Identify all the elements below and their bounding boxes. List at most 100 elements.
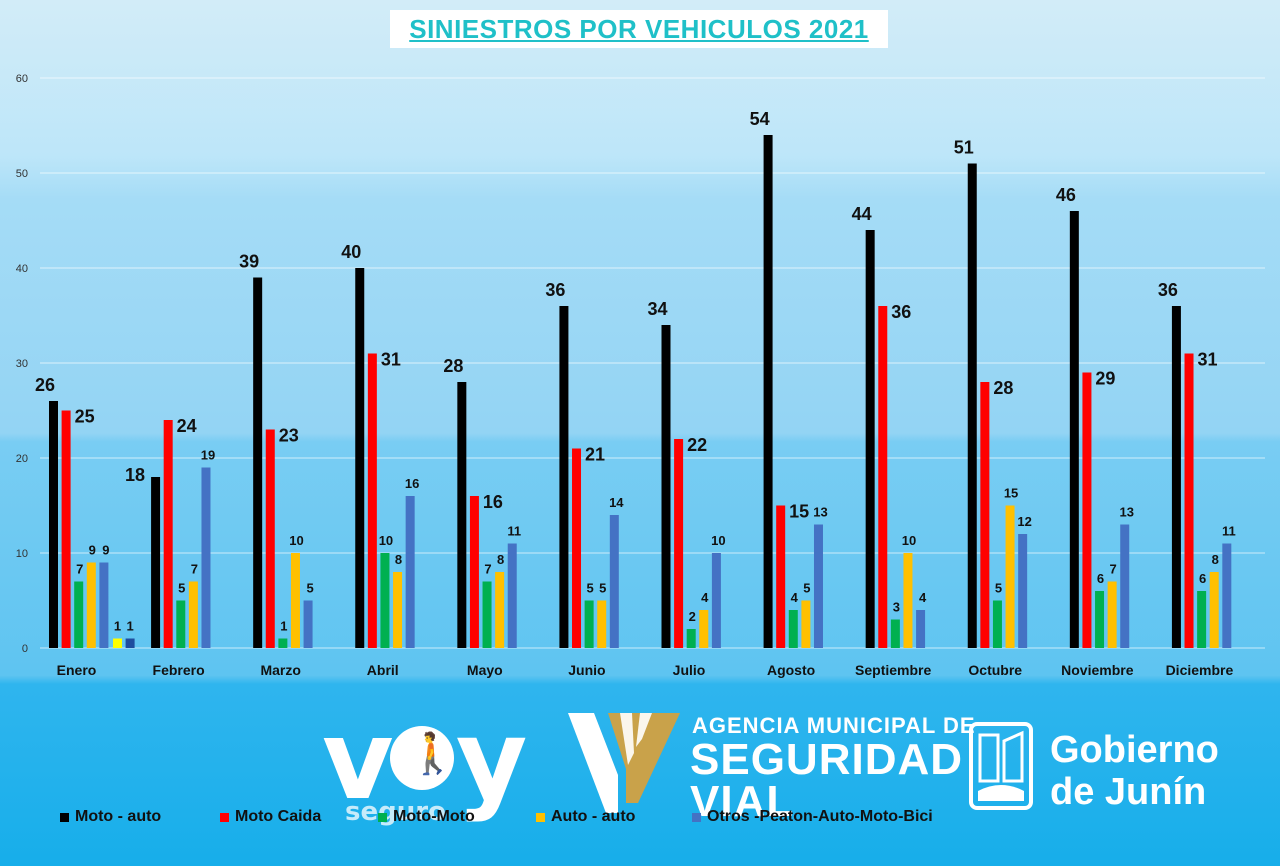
bar: [1107, 581, 1117, 648]
seguro-text: seguro: [345, 797, 446, 827]
data-label: 36: [1158, 280, 1178, 300]
data-label: 31: [1198, 350, 1218, 370]
pedestrian-icon: 🚶: [389, 726, 458, 790]
bar: [163, 420, 173, 648]
data-label: 4: [701, 590, 709, 605]
data-label: 39: [239, 252, 259, 272]
bar: [1005, 505, 1015, 648]
y-axis-ticks: 0 10 20 30 40 50 60: [16, 73, 28, 655]
x-category-label: Julio: [673, 662, 706, 678]
bar: [278, 638, 288, 648]
bar: [1095, 591, 1105, 648]
data-label: 5: [178, 581, 185, 596]
data-label: 46: [1056, 185, 1076, 205]
bar: [86, 562, 96, 648]
data-label: 10: [711, 533, 725, 548]
bar: [49, 401, 58, 648]
data-label: 10: [289, 533, 303, 548]
bar: [1197, 591, 1207, 648]
x-category-label: Septiembre: [855, 662, 931, 678]
data-label: 28: [993, 378, 1013, 398]
bar: [265, 429, 275, 648]
data-label: 5: [803, 581, 810, 596]
x-category-label: Enero: [57, 662, 97, 678]
data-label: 29: [1095, 369, 1115, 389]
gobierno-line1: Gobierno: [1050, 729, 1219, 771]
grid-lines: [40, 77, 1265, 649]
bar: [303, 600, 313, 648]
junin-shield-icon: [969, 722, 1033, 810]
x-category-label: Abril: [367, 662, 399, 678]
bar: [609, 515, 619, 648]
bar: [201, 467, 211, 648]
data-label: 44: [852, 204, 872, 224]
legend-item-auto-auto: Auto - auto: [536, 808, 635, 826]
bar: [495, 572, 505, 648]
data-label: 5: [306, 581, 313, 596]
chart-title: SINIESTROS POR VEHICULOS 2021: [409, 13, 869, 44]
data-label: 6: [1097, 571, 1104, 586]
data-label: 19: [201, 448, 215, 463]
data-label: 36: [891, 302, 911, 322]
bars: [49, 135, 1232, 648]
voy-seguro-logo: v 🚶 y: [322, 696, 527, 824]
bar: [686, 629, 696, 648]
bar: [1018, 534, 1028, 648]
y-tick-label: 60: [16, 73, 28, 85]
data-label: 8: [1212, 552, 1219, 567]
bar: [597, 600, 607, 648]
legend-swatch: [60, 812, 69, 822]
data-label: 16: [483, 492, 503, 512]
footer-logos: v 🚶 y seguro AGENCIA MUNICIPAL DE SEGURIDA…: [0, 685, 1280, 866]
seguridad-vial-v-logo: [568, 713, 680, 813]
bar: [469, 496, 479, 648]
bar: [507, 543, 517, 648]
data-label: 4: [919, 590, 927, 605]
bar: [1069, 211, 1079, 648]
data-label: 7: [484, 562, 491, 577]
bar: [1120, 524, 1130, 648]
legend-label: Moto-Moto: [393, 808, 475, 825]
bar: [813, 524, 823, 648]
bar: [992, 600, 1002, 648]
bar: [699, 610, 709, 648]
bar: [355, 268, 365, 648]
data-label: 1: [280, 619, 287, 634]
x-category-label: Octubre: [968, 662, 1022, 678]
data-label: 28: [443, 356, 463, 376]
bar: [674, 439, 684, 648]
legend-item-moto-auto: Moto - auto: [60, 808, 161, 826]
bar: [1082, 372, 1092, 648]
bar: [1222, 543, 1232, 648]
legend-swatch: [220, 812, 229, 822]
bar: [74, 581, 84, 648]
x-category-label: Mayo: [467, 662, 503, 678]
data-label: 14: [609, 495, 624, 510]
bar: [559, 306, 569, 648]
bar: [367, 353, 377, 648]
data-label: 24: [177, 416, 197, 436]
data-label: 1: [114, 619, 121, 634]
y-tick-label: 30: [16, 358, 28, 370]
data-label: 7: [76, 562, 83, 577]
bar: [1184, 353, 1194, 648]
bar: [290, 553, 300, 648]
bar: [99, 562, 109, 648]
data-label: 12: [1017, 514, 1031, 529]
data-label: 9: [102, 543, 109, 558]
data-label: 5: [995, 581, 1002, 596]
data-label: 8: [497, 552, 504, 567]
data-label: 36: [545, 280, 565, 300]
data-label: 10: [902, 533, 916, 548]
bar: [980, 382, 990, 648]
data-label: 3: [893, 600, 900, 615]
data-label: 7: [1110, 562, 1117, 577]
bar: [1209, 572, 1219, 648]
bar: [967, 163, 977, 648]
y-tick-label: 40: [16, 263, 28, 275]
agencia-line3: VIAL: [690, 777, 795, 826]
bar: [572, 448, 582, 648]
y-tick-label: 10: [16, 548, 28, 560]
